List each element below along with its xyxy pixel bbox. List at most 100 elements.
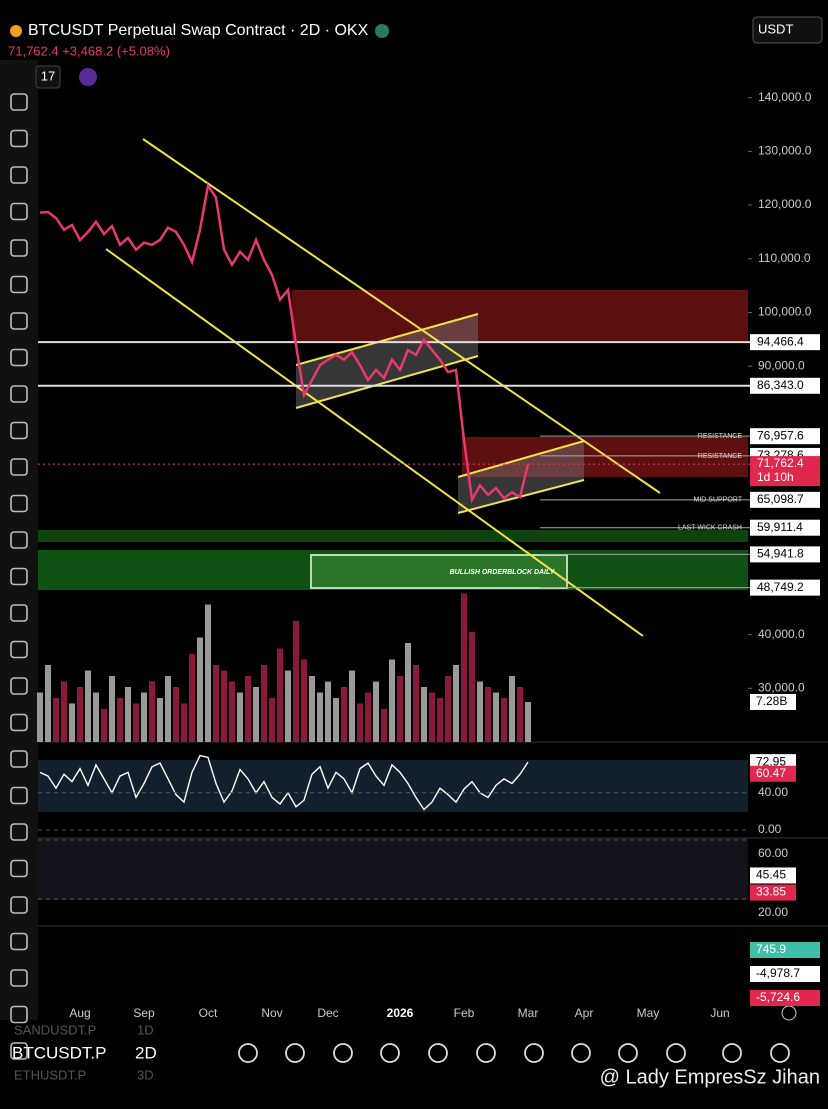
volume-bar xyxy=(157,698,163,742)
volume-bar xyxy=(165,676,171,742)
x-tick-label: Apr xyxy=(575,1006,594,1020)
orderblock-box xyxy=(310,554,568,589)
bottom-toolbar xyxy=(238,1043,790,1063)
y-tick-label: 30,000.0 xyxy=(758,680,805,694)
level-tag: 94,466.4 xyxy=(757,334,804,348)
tool-icon xyxy=(10,421,28,440)
volume-bar xyxy=(461,593,467,742)
level-tag-bg xyxy=(750,491,820,508)
toolbar-icon xyxy=(333,1043,353,1063)
volume-bar xyxy=(325,681,331,742)
level-tag-bg xyxy=(750,546,820,563)
y-tick-label: 130,000.0 xyxy=(758,144,812,158)
volume-bar xyxy=(109,676,115,742)
level-tag-bg xyxy=(750,579,820,596)
y-tick-label: 140,000.0 xyxy=(758,90,812,104)
volume-bar xyxy=(285,670,291,742)
osc-tag: 45.45 xyxy=(756,868,786,882)
last-price-bg xyxy=(750,456,820,487)
volume-bar xyxy=(381,709,387,742)
macd-tag-bg xyxy=(750,966,820,982)
toolbar-icon xyxy=(666,1043,686,1063)
osc-tag-bg xyxy=(750,884,796,901)
tool-icon xyxy=(10,713,28,732)
footer-symbol[interactable]: BTCUSDT.P xyxy=(12,1043,106,1062)
trend-line xyxy=(295,313,479,366)
footer-interval[interactable]: 2D xyxy=(135,1043,157,1062)
x-tick-label: 2026 xyxy=(387,1006,414,1020)
volume-bar xyxy=(181,703,187,742)
tool-icon xyxy=(10,896,28,914)
toolbar-icon xyxy=(571,1043,591,1063)
toolbar-icon xyxy=(722,1043,742,1063)
trend-line xyxy=(295,355,479,409)
volume-bar xyxy=(269,698,275,742)
volume-bar xyxy=(173,687,179,742)
volume-bar xyxy=(357,703,363,742)
volume-bar xyxy=(405,643,411,742)
tool-icon xyxy=(10,166,28,184)
x-tick-label: Aug xyxy=(69,1006,90,1020)
badge: 17 xyxy=(41,68,55,83)
watch-symbol: SANDUSDT.P xyxy=(14,1022,96,1037)
level-tag: 59,911.4 xyxy=(757,520,803,534)
x-tick-label: Dec xyxy=(317,1006,338,1020)
x-tick-label: Jun xyxy=(710,1006,729,1020)
trend-line xyxy=(105,248,644,637)
coin-icon xyxy=(10,25,22,37)
volume-bar xyxy=(349,670,355,742)
tool-icon xyxy=(10,932,28,951)
supply-zone xyxy=(292,290,748,342)
tool-icon xyxy=(10,348,28,367)
volume-bar xyxy=(501,698,507,742)
volume-bar xyxy=(245,676,251,742)
macd-tag: -4,978.7 xyxy=(756,966,800,980)
volume-bar xyxy=(389,659,395,742)
demand-zone xyxy=(38,530,748,542)
tool-icon xyxy=(10,567,28,586)
volume-bar xyxy=(205,604,211,742)
volume-bar xyxy=(525,701,531,742)
replay-icon xyxy=(79,68,97,86)
symbol-title: BTCUSDT Perpetual Swap Contract · 2D · O… xyxy=(28,22,369,39)
resistance-zone xyxy=(462,437,748,477)
x-tick-label: Oct xyxy=(199,1006,218,1020)
toolbar-icon xyxy=(618,1043,638,1063)
watch-symbol: ETHUSDT.P xyxy=(14,1067,86,1082)
volume-bar xyxy=(221,670,227,742)
x-tick-label: Sep xyxy=(133,1006,155,1020)
level-tag-bg xyxy=(750,428,820,445)
macd-tag-bg xyxy=(750,942,820,958)
currency-select[interactable] xyxy=(752,16,823,44)
tool-icon xyxy=(10,859,28,878)
badge-box xyxy=(35,65,61,89)
volume-bar xyxy=(85,670,91,742)
tool-icon xyxy=(10,385,28,403)
quote: 71,762.4 +3,468.2 (+5.08%) xyxy=(8,43,170,58)
toolbar-icon xyxy=(524,1043,544,1063)
tool-icon xyxy=(10,677,28,695)
tool-icons xyxy=(10,93,28,1060)
volume-bar xyxy=(509,676,515,742)
macd-tag: -5,724.6 xyxy=(756,990,800,1004)
tool-icon xyxy=(10,239,28,257)
volume-bar xyxy=(277,648,283,742)
toolbar-icon xyxy=(380,1043,400,1063)
last-price-tag: 71,762.4 xyxy=(757,456,804,470)
x-tick-label: Mar xyxy=(518,1006,539,1020)
volume-bar xyxy=(373,681,379,742)
trend-line xyxy=(457,440,585,478)
volume-bar xyxy=(437,698,443,742)
volume-bar xyxy=(253,687,259,742)
volume-bar xyxy=(517,687,523,742)
volume-bar xyxy=(77,687,83,742)
volume-bar xyxy=(149,681,155,742)
volume-bar xyxy=(341,687,347,742)
zone-label: BULLISH ORDERBLOCK DAILY xyxy=(450,569,556,576)
volume-bar xyxy=(469,632,475,742)
tool-icon xyxy=(10,494,28,513)
trend-channels xyxy=(105,138,661,637)
level-note: LAST WICK CRASH xyxy=(678,525,742,532)
macd-tag: 745.9 xyxy=(756,942,786,956)
